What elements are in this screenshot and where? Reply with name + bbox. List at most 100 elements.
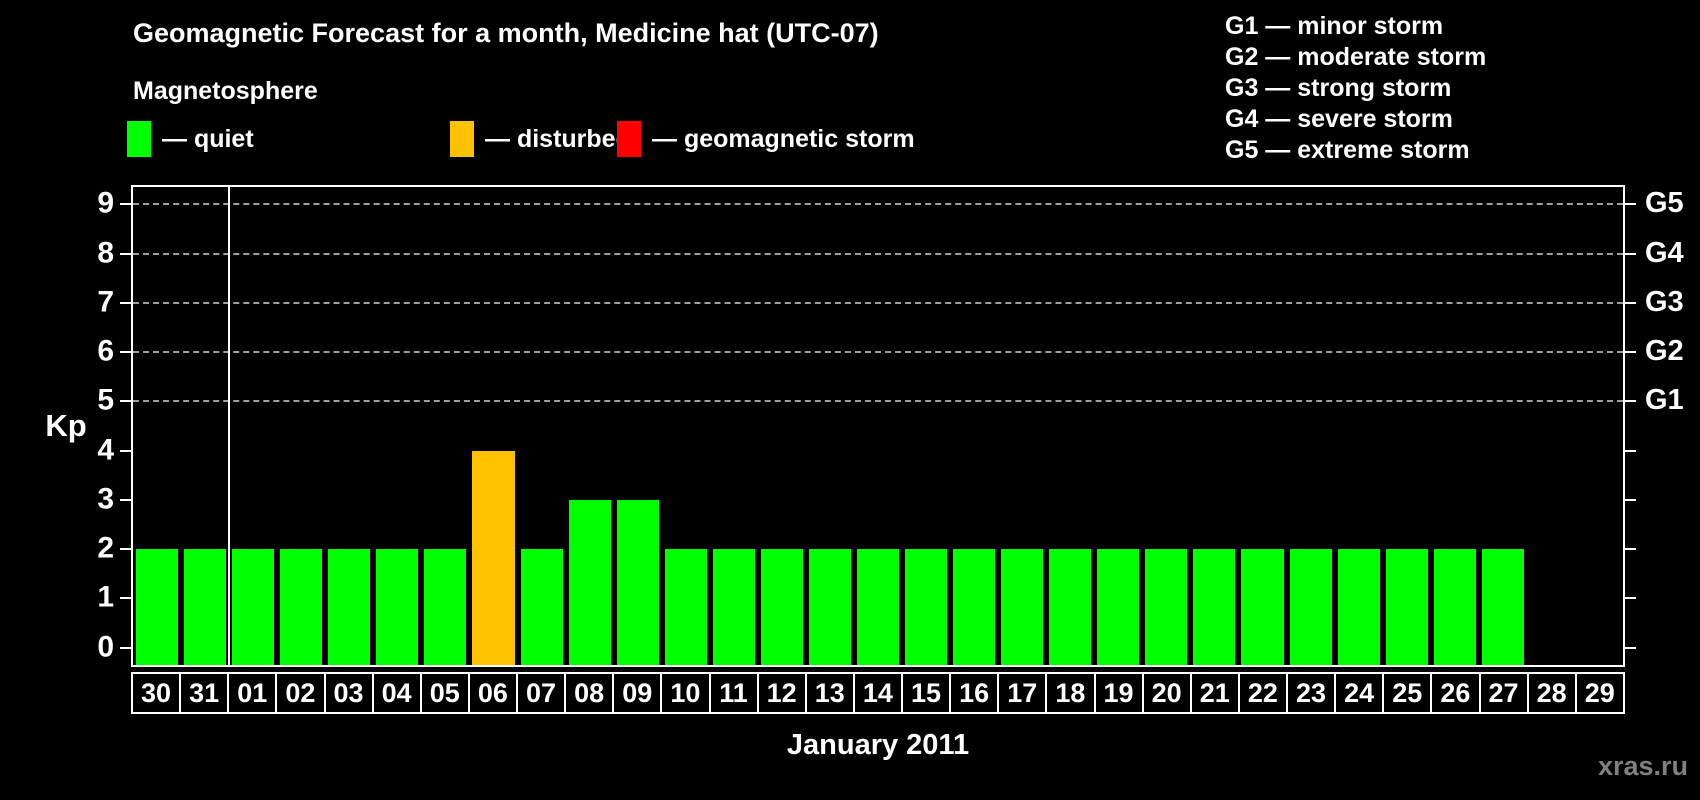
storm-scale-g4: G4 — severe storm: [1225, 105, 1453, 133]
quiet-color-swatch: [127, 121, 151, 157]
bar-day-07: [520, 549, 563, 665]
bar-day-30: [136, 549, 179, 665]
day-cell-25: 25: [1382, 672, 1433, 714]
x-axis-day-row: 30 31 01 02 03 04 05 06 07 08 09 10 11 12 13 14 15 16 17 18…: [131, 672, 1625, 714]
right-axis-tick: [1625, 400, 1636, 403]
y-axis-tick: [120, 252, 131, 255]
day-cell-05: 05: [419, 672, 470, 714]
storm-scale-g1: G1 — minor storm: [1225, 12, 1444, 40]
bar-day-18: [1049, 549, 1092, 665]
day-cell-17: 17: [997, 672, 1048, 714]
day-cell-10: 10: [660, 672, 711, 714]
bar-day-02: [280, 549, 323, 665]
bar-day-06: [472, 450, 515, 665]
day-cell-13: 13: [804, 672, 855, 714]
bar-day-31: [184, 549, 227, 665]
disturbed-color-swatch: [450, 121, 474, 157]
day-cell-06: 06: [467, 672, 518, 714]
y-axis-tick: [120, 351, 131, 354]
bar-day-26: [1433, 549, 1476, 665]
day-cell-26: 26: [1430, 672, 1481, 714]
grid-line-kp6: [133, 351, 1623, 354]
day-cell-12: 12: [756, 672, 807, 714]
right-axis-tick: [1625, 646, 1636, 649]
day-cell-22: 22: [1237, 672, 1288, 714]
day-cell-11: 11: [708, 672, 759, 714]
month-separator-line: [228, 187, 231, 665]
right-axis-tick: [1625, 301, 1636, 304]
bar-day-08: [568, 499, 611, 665]
y-axis-tick: [120, 400, 131, 403]
bar-day-22: [1241, 549, 1284, 665]
y-axis-tick: [120, 498, 131, 501]
bar-day-20: [1145, 549, 1188, 665]
g-scale-label-g4: G4: [1645, 236, 1684, 269]
g-scale-label-g5: G5: [1645, 187, 1684, 220]
legend-item-label: — geomagnetic storm: [652, 124, 915, 153]
y-axis-tick-label: 9: [97, 186, 114, 220]
legend-item-quiet: — quiet: [127, 120, 254, 158]
watermark: xras.ru: [1597, 751, 1688, 781]
bar-day-15: [905, 549, 948, 665]
day-cell-01: 01: [227, 672, 278, 714]
grid-line-kp9: [133, 203, 1623, 206]
day-cell-03: 03: [323, 672, 374, 714]
legend-item-disturbed: — disturbed: [450, 120, 631, 158]
y-axis-tick: [120, 646, 131, 649]
y-axis-title: Kp: [45, 408, 87, 443]
day-cell-18: 18: [1045, 672, 1096, 714]
right-axis-tick: [1625, 449, 1636, 452]
right-axis-tick: [1625, 548, 1636, 551]
day-cell-07: 07: [516, 672, 567, 714]
day-cell-24: 24: [1334, 672, 1385, 714]
day-cell-29: 29: [1574, 672, 1625, 714]
bar-day-05: [424, 549, 467, 665]
bar-day-12: [760, 549, 803, 665]
legend-item-label: — disturbed: [485, 124, 631, 153]
y-axis-tick-label: 3: [97, 482, 114, 516]
day-cell-23: 23: [1286, 672, 1337, 714]
bar-day-04: [376, 549, 419, 665]
day-cell-16: 16: [949, 672, 1000, 714]
y-axis-tick: [120, 548, 131, 551]
bar-day-13: [808, 549, 851, 665]
day-cell-08: 08: [564, 672, 615, 714]
plot-area: [131, 185, 1625, 667]
bar-day-25: [1385, 549, 1428, 665]
storm-scale-legend: G1 — minor storm G2 — moderate storm G3 …: [1225, 11, 1486, 166]
bar-day-11: [712, 549, 755, 665]
y-axis-tick-label: 6: [97, 334, 114, 368]
day-cell-09: 09: [612, 672, 663, 714]
legend-item-storm: — geomagnetic storm: [617, 120, 915, 158]
grid-line-kp5: [133, 400, 1623, 403]
right-axis-tick: [1625, 252, 1636, 255]
bar-day-03: [328, 549, 371, 665]
bar-day-19: [1097, 549, 1140, 665]
bar-day-27: [1481, 549, 1524, 665]
storm-scale-g2: G2 — moderate storm: [1225, 43, 1487, 71]
y-axis-tick: [120, 597, 131, 600]
day-cell-20: 20: [1141, 672, 1192, 714]
day-cell-04: 04: [371, 672, 422, 714]
y-axis-tick-label: 5: [97, 383, 114, 417]
day-cell-19: 19: [1093, 672, 1144, 714]
grid-line-kp7: [133, 301, 1623, 304]
right-axis-tick: [1625, 597, 1636, 600]
right-axis-tick: [1625, 203, 1636, 206]
right-axis-tick: [1625, 498, 1636, 501]
legend-heading: Magnetosphere: [133, 77, 318, 105]
day-cell-28: 28: [1526, 672, 1577, 714]
y-axis-tick-label: 4: [97, 432, 114, 466]
day-cell-14: 14: [852, 672, 903, 714]
y-axis-tick-label: 0: [97, 630, 114, 664]
bar-day-21: [1193, 549, 1236, 665]
bar-day-10: [664, 549, 707, 665]
bar-day-01: [232, 549, 275, 665]
storm-color-swatch: [617, 121, 641, 157]
chart-title: Geomagnetic Forecast for a month, Medici…: [133, 18, 879, 48]
bar-day-17: [1001, 549, 1044, 665]
y-axis-tick-label: 8: [97, 235, 114, 269]
bar-day-14: [856, 549, 900, 665]
day-cell-27: 27: [1478, 672, 1529, 714]
